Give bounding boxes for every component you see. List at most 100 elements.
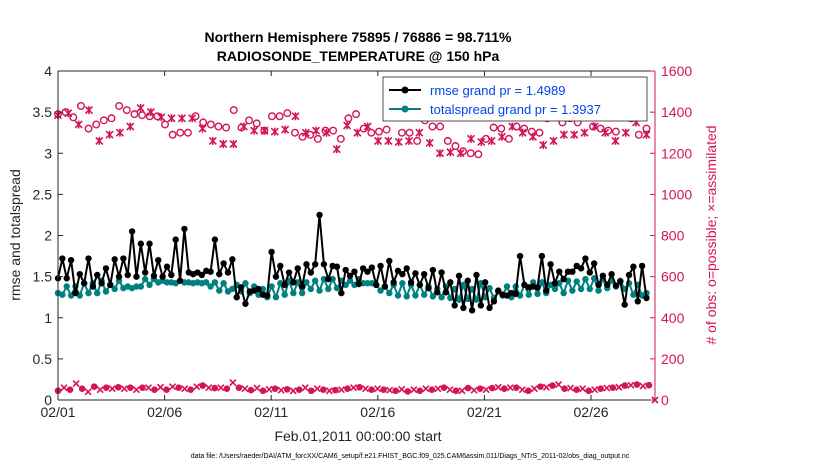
rmse-point <box>586 269 594 276</box>
totalspread-point <box>268 283 275 290</box>
obs-assimilated-point <box>446 148 455 157</box>
totalspread-point <box>595 287 602 294</box>
rmse-point <box>316 211 323 219</box>
chart-title-line2: RADIOSONDE_TEMPERATURE @ 150 hPa <box>217 48 500 64</box>
obs-possible-point <box>183 128 192 137</box>
obs-possible-point <box>336 134 345 143</box>
totalspread-point <box>569 287 576 294</box>
legend-frame <box>382 76 648 122</box>
x-tick-label: 02/06 <box>147 404 182 420</box>
rmse-point <box>342 266 349 274</box>
rmse-point <box>224 269 232 276</box>
obs-possible-point <box>214 122 223 131</box>
obs-possible-point <box>504 134 513 143</box>
y-left-tick-label: 0.5 <box>33 351 53 367</box>
totalspread-point <box>63 283 70 290</box>
rmse-point <box>155 256 162 264</box>
obs-possible-point <box>115 101 124 110</box>
y-left-tick-label: 1.5 <box>33 269 53 285</box>
obs-assimilated-point <box>508 122 517 131</box>
y-right-tick-label: 600 <box>661 269 685 285</box>
totalspread-point <box>346 277 354 284</box>
obs-assimilated-point <box>621 128 630 137</box>
rmse-point <box>547 261 554 268</box>
rmse-point <box>420 270 428 278</box>
y-left-tick-label: 4 <box>44 63 52 79</box>
totalspread-point <box>538 279 546 286</box>
totalspread-point <box>203 279 210 286</box>
totalspread-point <box>59 291 66 298</box>
obs-assimilated-point <box>126 122 135 131</box>
rmse-point <box>146 240 153 247</box>
obs-bottom-point <box>271 385 279 392</box>
rmse-point <box>464 277 471 284</box>
obs-bottom-point <box>241 385 249 393</box>
obs-bottom-point <box>325 387 333 395</box>
rmse-point <box>490 298 498 305</box>
obs-bottom-point <box>525 387 532 395</box>
rmse-point <box>390 279 397 286</box>
rmse-point <box>168 271 175 279</box>
totalspread-point <box>630 291 637 298</box>
obs-bottom-point <box>488 384 496 392</box>
totalspread-point <box>473 296 480 303</box>
rmse-point <box>333 263 341 270</box>
rmse-point <box>429 266 437 274</box>
obs-bottom-point <box>72 379 80 388</box>
obs-bottom-point <box>60 384 68 392</box>
obs-assimilated-point <box>487 136 496 145</box>
obs-assimilated-point <box>528 132 537 141</box>
obs-bottom-point <box>102 384 110 391</box>
obs-bottom-point <box>573 386 580 394</box>
obs-possible-point <box>252 119 261 128</box>
y-axis-left-label: rmse and totalspread <box>7 169 23 301</box>
obs-bottom-point <box>506 384 514 392</box>
x-tick-label: 02/26 <box>574 404 609 420</box>
rmse-point <box>211 236 219 243</box>
series-layer <box>53 101 659 404</box>
obs-assimilated-point <box>456 149 465 158</box>
y-right-tick-label: 1200 <box>661 145 692 161</box>
obs-assimilated-point <box>415 128 424 137</box>
obs-bottom-point <box>211 384 219 392</box>
obs-assimilated-point <box>167 114 176 123</box>
rmse-point <box>495 287 502 294</box>
obs-possible-point <box>329 126 338 135</box>
obs-possible-point <box>122 106 131 115</box>
obs-assimilated-point <box>74 120 83 129</box>
obs-possible-point <box>99 116 108 125</box>
obs-bottom-point <box>434 385 442 393</box>
totalspread-point <box>394 292 402 299</box>
rmse-point <box>604 281 611 289</box>
totalspread-point <box>412 292 419 299</box>
rmse-point <box>438 269 445 276</box>
obs-possible-point <box>405 128 414 137</box>
rmse-point <box>76 270 83 278</box>
rmse-point <box>59 255 66 262</box>
rmse-point <box>595 281 602 289</box>
rmse-point <box>481 279 489 286</box>
obs-bottom-point <box>645 381 653 389</box>
rmse-point <box>67 256 75 264</box>
rmse-point <box>320 261 328 268</box>
obs-possible-point <box>267 112 276 121</box>
obs-possible-point <box>474 150 483 159</box>
obs-assimilated-point <box>642 130 651 139</box>
rmse-point <box>98 280 105 287</box>
totalspread-point <box>460 281 467 289</box>
y-axis-right-label: # of obs: o=possible; ×=assimilated <box>703 125 719 344</box>
totalspread-point <box>311 277 319 284</box>
rmse-point <box>285 269 293 276</box>
obs-assimilated-point <box>518 128 527 137</box>
obs-bottom-point <box>416 387 424 395</box>
totalspread-point <box>386 289 393 297</box>
rmse-point <box>543 287 550 294</box>
obs-possible-point <box>344 114 353 123</box>
obs-bottom-point <box>205 384 213 392</box>
rmse-point <box>599 272 607 280</box>
obs-bottom-point <box>132 386 140 394</box>
rmse-point <box>124 271 131 279</box>
y-right-tick-label: 800 <box>661 228 685 244</box>
legend: rmse grand pr = 1.4989 totalspread grand… <box>382 76 648 122</box>
rmse-point <box>381 283 389 290</box>
